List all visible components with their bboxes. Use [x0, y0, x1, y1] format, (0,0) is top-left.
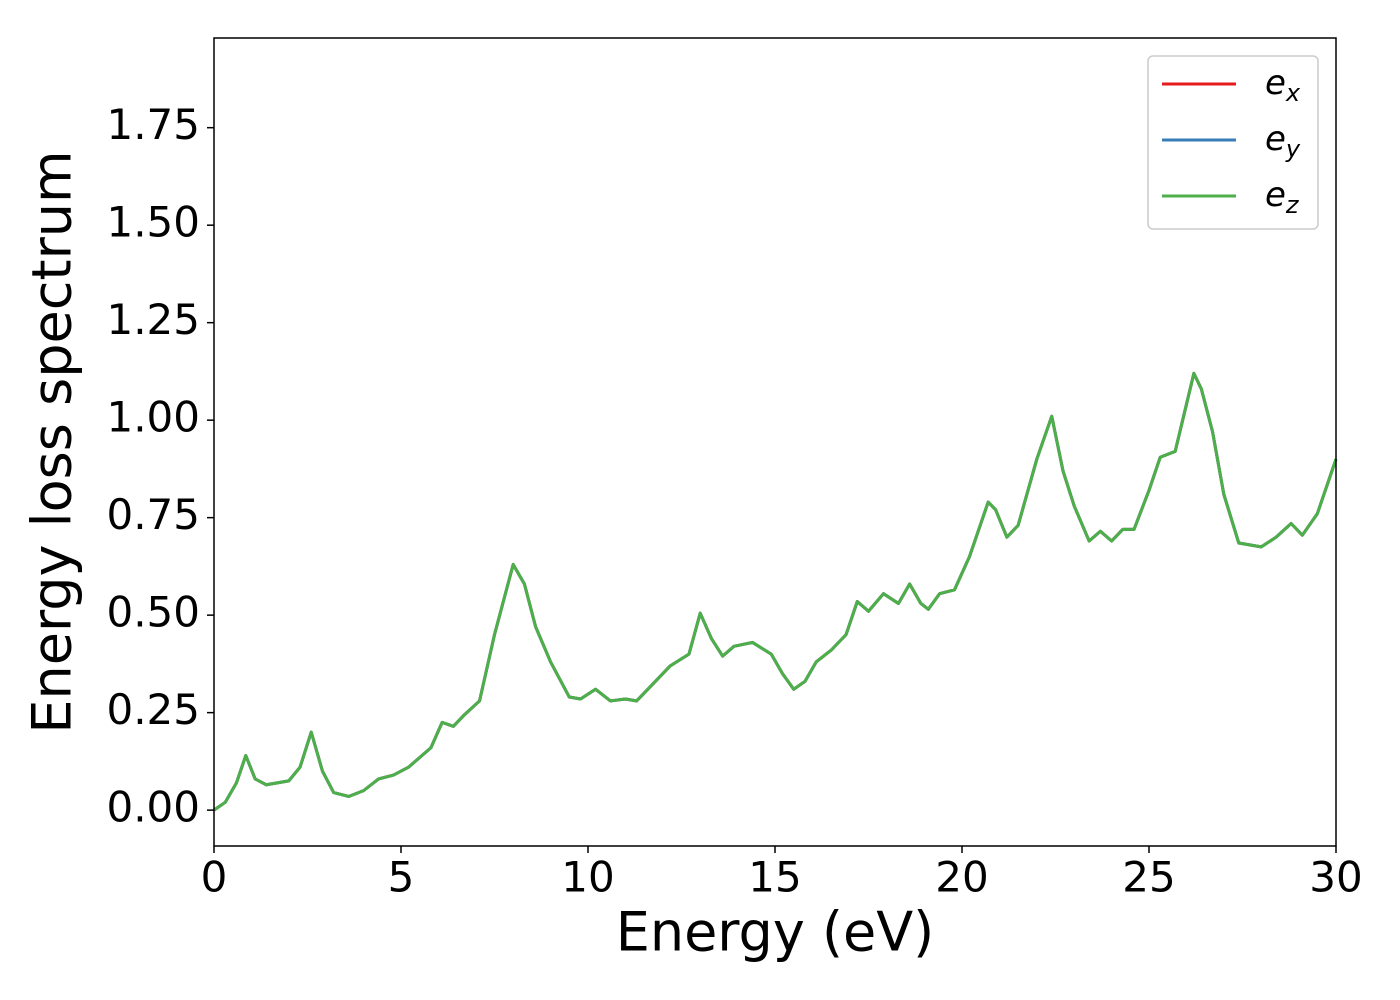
legend-label: ey	[1265, 119, 1301, 164]
legend-name: e	[1265, 63, 1286, 103]
x-tick-label: 10	[561, 853, 614, 902]
series-line	[213, 371, 1338, 812]
legend-name: e	[1265, 175, 1286, 215]
y-tick-label: 0.50	[106, 588, 200, 637]
y-tick-label: 0.75	[106, 490, 200, 539]
plot-frame	[213, 37, 1337, 847]
legend-subscript: y	[1285, 135, 1301, 163]
y-tick-label: 1.25	[106, 295, 200, 344]
legend-subscript: z	[1285, 191, 1300, 219]
y-tick-label: 1.50	[106, 198, 200, 247]
legend-label: ez	[1265, 175, 1300, 220]
y-tick-label: 0.00	[106, 783, 200, 832]
x-tick-label: 0	[201, 853, 228, 902]
y-tick-label: 0.25	[106, 685, 200, 734]
legend-subscript: x	[1285, 79, 1301, 107]
y-tick-label: 1.75	[106, 100, 200, 149]
x-tick-label: 20	[935, 853, 988, 902]
series-line	[213, 371, 1338, 812]
x-tick-label: 15	[748, 853, 801, 902]
y-axis-label: Energy loss spectrum	[21, 150, 84, 733]
legend-name: e	[1265, 119, 1286, 159]
legend-label: ex	[1265, 63, 1301, 108]
y-tick-label: 1.00	[106, 393, 200, 442]
legend-box	[1147, 55, 1319, 230]
series-line	[213, 371, 1338, 812]
x-tick-label: 30	[1309, 853, 1362, 902]
x-tick-label: 5	[388, 853, 415, 902]
x-axis-label: Energy (eV)	[616, 901, 935, 964]
x-tick-label: 25	[1122, 853, 1175, 902]
